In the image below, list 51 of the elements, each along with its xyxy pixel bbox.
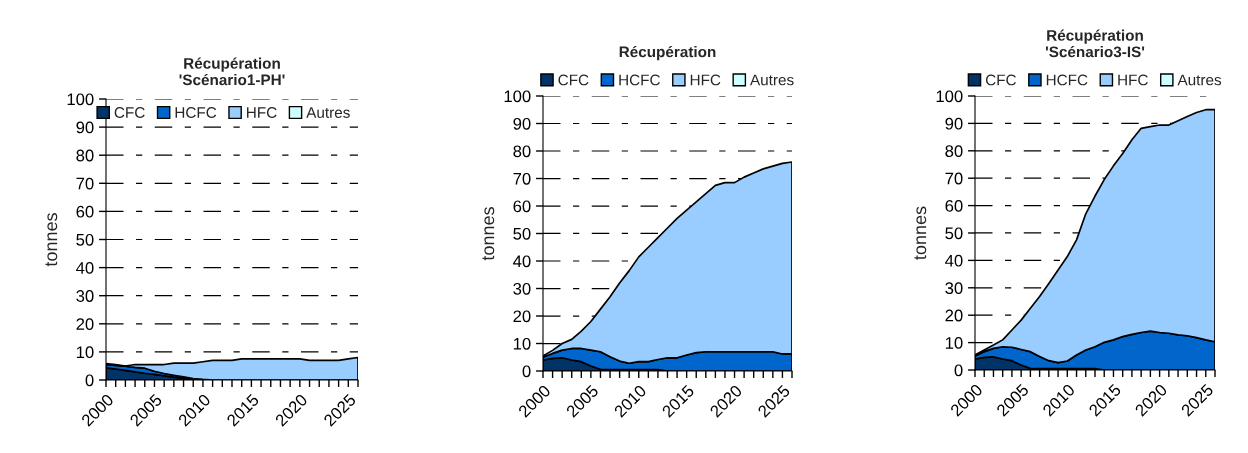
y-tick-label: 10 <box>945 337 963 349</box>
y-tick-label: 60 <box>945 200 963 212</box>
y-axis-title: tonnes <box>45 213 58 267</box>
y-tick-label: 30 <box>945 282 963 294</box>
y-tick-label: 10 <box>76 346 94 359</box>
y-tick-label: 80 <box>945 145 963 157</box>
legend-label: HCFC <box>619 74 660 86</box>
y-tick-label: 100 <box>504 90 531 103</box>
chart-title: Récupération 'Scénario3-IS' <box>1045 29 1145 58</box>
legend-label: CFC <box>985 74 1016 86</box>
y-tick-label: 0 <box>85 374 94 387</box>
legend-label: Autres <box>750 74 794 86</box>
y-tick-label: 0 <box>522 365 531 378</box>
y-tick-label: 10 <box>513 337 531 350</box>
y-tick-label: 50 <box>945 227 963 240</box>
y-tick-label: 90 <box>76 121 94 134</box>
y-tick-label: 100 <box>67 93 94 106</box>
y-tick-label: 90 <box>513 117 531 130</box>
y-tick-label: 20 <box>513 310 531 323</box>
y-tick-label: 60 <box>76 205 94 218</box>
y-tick-label: 40 <box>513 255 531 268</box>
y-axis-title: tonnes <box>914 206 927 260</box>
y-tick-label: 30 <box>513 282 531 295</box>
y-tick-label: 90 <box>945 117 963 130</box>
legend-label: HFC <box>1118 74 1148 86</box>
y-tick-label: 100 <box>936 90 963 103</box>
y-tick-label: 30 <box>76 290 94 302</box>
y-tick-label: 70 <box>945 172 963 185</box>
y-tick-label: 70 <box>513 172 531 185</box>
y-tick-label: 50 <box>513 227 531 240</box>
legend-label: Autres <box>1177 74 1222 86</box>
y-tick-label: 70 <box>76 177 94 190</box>
legend-label: HFC <box>690 74 721 86</box>
y-tick-label: 20 <box>945 309 963 322</box>
y-tick-label: 40 <box>945 254 963 267</box>
y-tick-label: 20 <box>76 318 94 330</box>
legend-label: HCFC <box>1046 74 1088 86</box>
y-tick-label: 50 <box>76 233 94 246</box>
y-tick-label: 80 <box>513 145 531 158</box>
chart-title: Récupération <box>619 45 716 61</box>
y-tick-label: 80 <box>76 149 94 162</box>
y-tick-label: 60 <box>513 200 531 213</box>
chart-title: Récupération 'Scénario1-PH' <box>179 57 285 86</box>
legend-label: Autres <box>306 107 350 118</box>
legend-label: CFC <box>114 107 145 118</box>
legend-label: HFC <box>247 107 277 118</box>
y-axis-title: tonnes <box>482 207 495 261</box>
legend-label: CFC <box>558 74 589 86</box>
y-tick-label: 0 <box>954 364 963 377</box>
legend-label: HCFC <box>175 107 217 118</box>
y-tick-label: 40 <box>76 262 94 274</box>
